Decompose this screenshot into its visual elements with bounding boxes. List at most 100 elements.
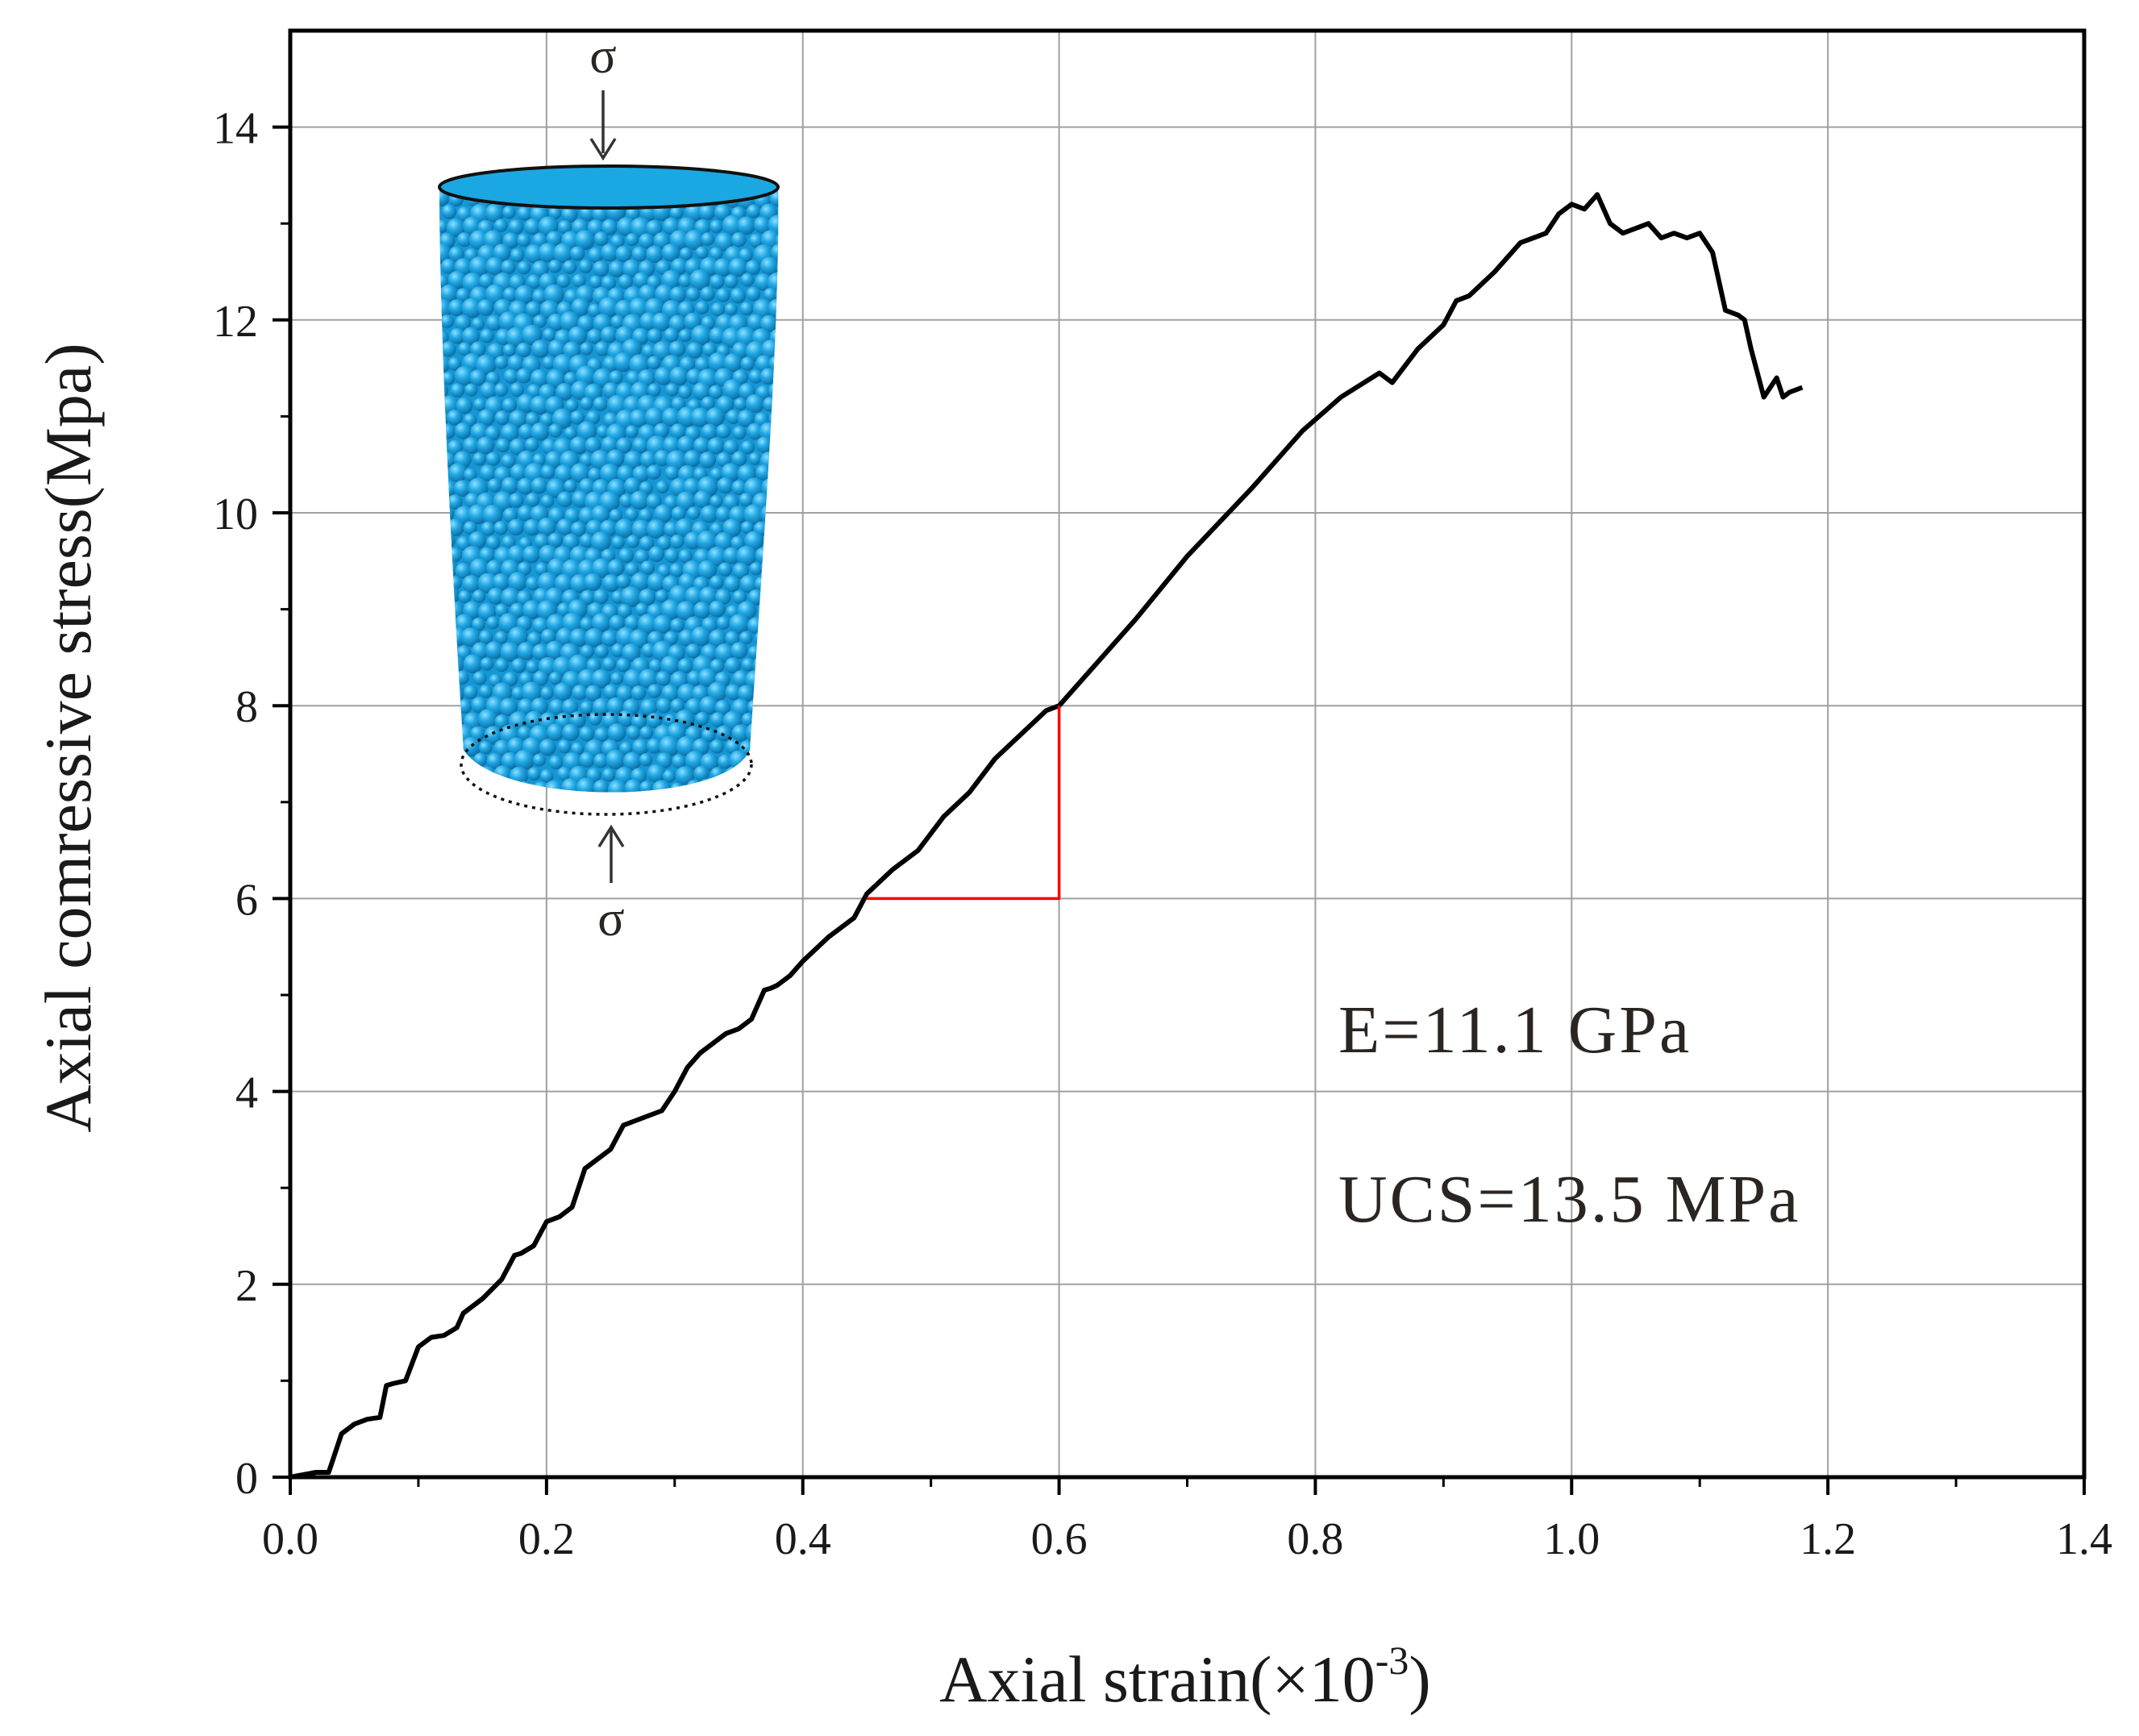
specimen-particle (463, 413, 477, 427)
specimen-particle (605, 749, 626, 770)
specimen-particle (713, 258, 733, 277)
specimen-particle (439, 314, 455, 329)
specimen-particle (639, 753, 653, 767)
specimen-particle (551, 408, 573, 430)
specimen-particle (486, 752, 503, 770)
specimen-particle (683, 450, 701, 468)
specimen-particle (462, 575, 481, 593)
specimen-particle (714, 532, 734, 551)
specimen-particle (556, 602, 572, 617)
specimen-particle (518, 698, 535, 715)
specimen-particle (585, 685, 602, 701)
specimen-particle (759, 314, 778, 333)
specimen-particle (755, 355, 773, 373)
specimen-particle (463, 685, 478, 700)
ucs-annotation: UCS=13.5 MPa (1338, 1162, 1800, 1237)
specimen-particle (468, 531, 487, 550)
specimen-particle (709, 600, 726, 618)
specimen-particle (580, 644, 594, 659)
specimen-particle (540, 686, 554, 700)
specimen-particle (731, 480, 747, 496)
specimen-particle (707, 437, 725, 455)
specimen-particle (741, 658, 755, 672)
specimen-particle (526, 660, 539, 674)
specimen-particle (501, 423, 519, 443)
x-axis-title: Axial strain(×10-3) (939, 1638, 1430, 1716)
specimen-particle (570, 246, 585, 261)
load-symbol-top: σ (589, 29, 616, 84)
specimen-particle (464, 468, 477, 481)
specimen-particle (507, 354, 525, 372)
specimen-particle (578, 259, 593, 273)
specimen-particle (676, 491, 696, 511)
specimen-particle (556, 518, 574, 536)
specimen-particle (447, 270, 467, 289)
specimen-particle (442, 372, 456, 385)
specimen-particle (618, 547, 634, 564)
specimen-particle (560, 311, 581, 332)
specimen-particle (739, 302, 754, 316)
specimen-particle (590, 531, 611, 552)
y-tick-label: 2 (235, 1261, 258, 1311)
specimen-particle (493, 244, 511, 262)
specimen-particle (654, 504, 673, 523)
x-tick-label: 1.0 (1543, 1514, 1600, 1564)
specimen-particle (587, 328, 602, 344)
specimen-particle (591, 558, 612, 579)
specimen-particle (479, 273, 494, 289)
specimen-particle (482, 504, 503, 526)
specimen-particle (557, 739, 572, 754)
specimen-particle (641, 643, 656, 658)
specimen-particle (639, 233, 655, 249)
specimen-particle (538, 243, 559, 263)
specimen-particle (517, 206, 532, 221)
specimen-particle (557, 766, 572, 781)
specimen-particle (710, 739, 725, 754)
specimen-particle (639, 726, 654, 740)
x-axis-title-exponent: -3 (1375, 1638, 1409, 1683)
specimen-particle (601, 657, 617, 672)
specimen-particle (511, 658, 526, 673)
specimen-particle (499, 697, 518, 717)
specimen-particle (609, 370, 623, 385)
specimen-particle (684, 312, 701, 331)
specimen-particle (651, 312, 671, 332)
y-tick-label: 12 (213, 297, 258, 347)
specimen-particle (507, 518, 525, 536)
specimen-particle (553, 243, 573, 264)
specimen-particle (473, 398, 487, 411)
specimen-particle (753, 216, 771, 234)
specimen-particle (736, 545, 757, 567)
specimen-particle (665, 383, 679, 397)
specimen-particle (714, 643, 735, 664)
specimen-particle (478, 741, 493, 755)
specimen-particle (748, 369, 764, 384)
specimen-particle (710, 712, 726, 728)
specimen-particle (770, 244, 779, 262)
specimen-particle (525, 437, 539, 452)
specimen-particle (663, 436, 680, 455)
specimen-particle (540, 628, 556, 644)
specimen-particle (485, 452, 501, 467)
specimen-particle (685, 586, 704, 606)
specimen-particle (660, 656, 680, 675)
specimen-particle (506, 327, 526, 348)
specimen-particle (606, 449, 625, 468)
specimen-particle (447, 494, 463, 510)
specimen-particle (447, 439, 464, 456)
specimen-particle (730, 288, 747, 304)
specimen-particle (593, 231, 609, 247)
specimen-particle (485, 535, 501, 550)
specimen-particle (655, 752, 673, 769)
specimen-particle (600, 326, 618, 343)
specimen-particle (517, 505, 534, 522)
modulus-annotation: E=11.1 GPa (1338, 993, 1692, 1068)
specimen-particle (472, 671, 487, 685)
specimen-particle (652, 614, 672, 635)
specimen-particle (563, 533, 580, 551)
specimen-particle (525, 301, 542, 318)
specimen-particle (716, 288, 730, 302)
specimen-particle (480, 657, 494, 671)
specimen-particle (548, 423, 563, 438)
